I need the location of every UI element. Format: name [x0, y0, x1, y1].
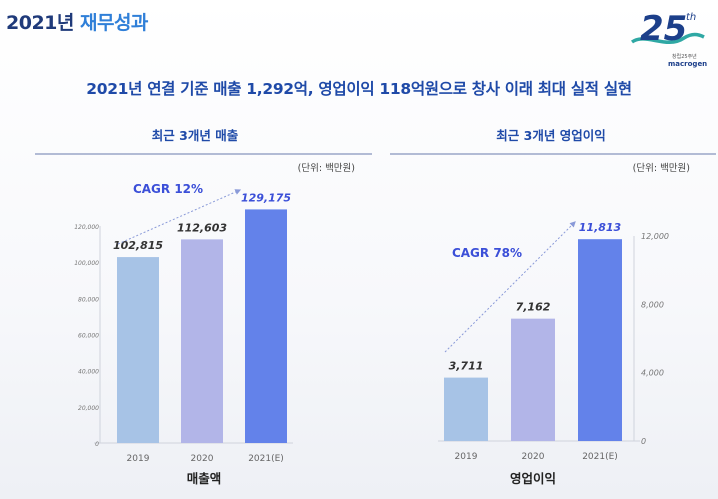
page-title-prefix: 2021년	[6, 12, 80, 34]
x-tick-label: 2020	[191, 454, 214, 464]
logo-tagline: 창립25주년	[672, 53, 697, 60]
y-tick-label: 12,000	[641, 232, 669, 241]
logo-brand: macrogen	[668, 60, 707, 68]
data-label: 129,175	[241, 191, 291, 204]
x-tick-label: 2020	[522, 452, 545, 462]
bar-2019	[117, 257, 159, 443]
y-tick-label: 40,000	[78, 369, 99, 376]
page-title-accent: 재무성과	[79, 12, 148, 34]
data-label: 3,711	[449, 360, 484, 373]
x-axis-label: 영업이익	[510, 471, 556, 486]
chart-title: 최근 3개년 매출	[152, 128, 239, 143]
bar-2020	[181, 239, 223, 443]
logo-number: 25	[640, 9, 687, 49]
y-tick-label: 0	[95, 441, 99, 448]
unit-note: (단위: 백만원)	[633, 162, 690, 174]
chart-title: 최근 3개년 영업이익	[496, 128, 605, 143]
y-tick-label: 100,000	[74, 260, 99, 267]
cagr-annotation: CAGR 78%	[452, 246, 522, 260]
y-tick-label: 80,000	[78, 296, 99, 303]
data-label: 102,815	[113, 239, 163, 252]
headline: 2021년 연결 기준 매출 1,292억, 영업이익 118억원으로 창사 이…	[86, 80, 632, 98]
bar-2021(E)	[578, 239, 622, 441]
x-tick-label: 2021(E)	[582, 452, 618, 462]
x-tick-label: 2021(E)	[248, 454, 284, 464]
cagr-arrow	[117, 189, 242, 245]
macrogen-25th-logo: 25 th 창립25주년 macrogen	[630, 9, 707, 68]
y-tick-label: 8,000	[641, 300, 664, 309]
unit-note: (단위: 백만원)	[298, 162, 355, 174]
y-tick-label: 0	[641, 437, 646, 446]
cagr-annotation: CAGR 12%	[133, 182, 203, 196]
y-tick-label: 60,000	[78, 333, 99, 340]
page-title: 2021년 재무성과	[6, 8, 148, 35]
bar-2020	[511, 318, 555, 441]
logo-suffix: th	[686, 12, 696, 23]
bar-2019	[444, 377, 488, 441]
x-tick-label: 2019	[455, 452, 478, 462]
bar-2021(E)	[245, 209, 287, 443]
y-tick-label: 4,000	[641, 369, 664, 378]
y-tick-label: 120,000	[74, 224, 99, 231]
data-label: 11,813	[579, 221, 622, 234]
data-label: 7,162	[516, 301, 551, 314]
y-tick-label: 20,000	[78, 405, 99, 412]
data-label: 112,603	[177, 221, 227, 234]
logo-swoosh-icon	[630, 32, 705, 44]
x-tick-label: 2019	[127, 454, 150, 464]
x-axis-label: 매출액	[187, 471, 222, 486]
cagr-arrow	[444, 221, 576, 353]
